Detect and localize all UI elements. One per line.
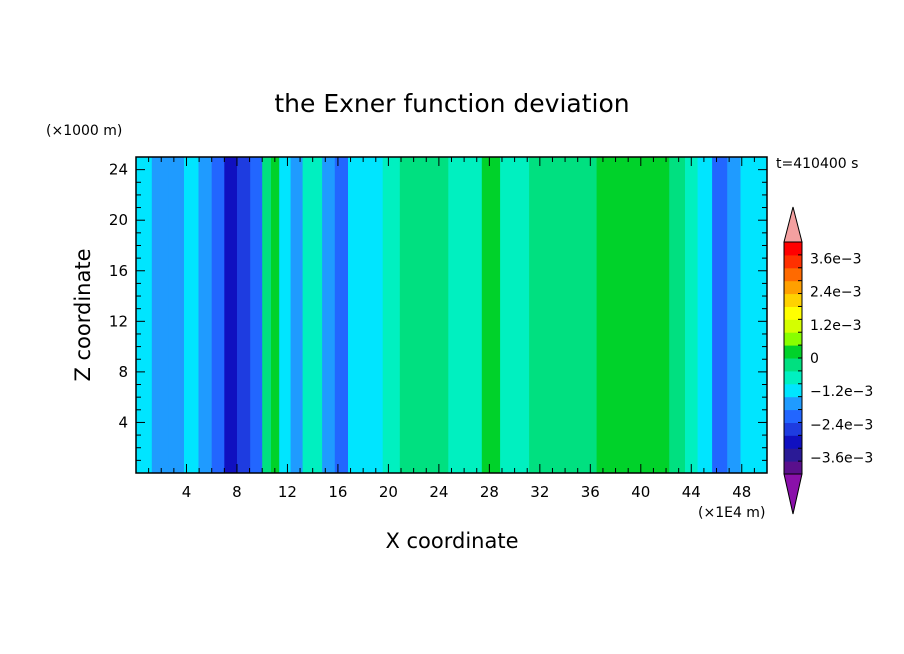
x-tick-label: 44 (682, 483, 701, 501)
colorbar-label: −1.2e−3 (810, 384, 873, 400)
field-column (596, 157, 623, 473)
x-tick-label: 4 (182, 483, 192, 501)
field-column (669, 157, 686, 473)
x-tick-label: 36 (581, 483, 600, 501)
field-column (211, 157, 225, 473)
colorbar-swatch (784, 435, 802, 449)
colorbar-swatch (784, 383, 802, 398)
field-column (237, 157, 251, 473)
colorbar-over-arrow (783, 206, 803, 243)
field-column (322, 157, 336, 473)
field-column (514, 157, 530, 473)
field-column (302, 157, 313, 473)
time-label: t=410400 s (776, 156, 858, 172)
field-column (571, 157, 598, 473)
colorbar-under-arrow (783, 473, 803, 515)
field-column (740, 157, 755, 473)
colorbar-label: 1.2e−3 (810, 318, 862, 334)
colorbar-swatch (784, 358, 802, 372)
x-axis-label: X coordinate (385, 529, 518, 553)
field-column (415, 157, 434, 473)
field-column (250, 157, 263, 473)
y-tick-label: 24 (109, 161, 128, 179)
colorbar-swatch (784, 370, 802, 385)
field-column (647, 157, 670, 473)
field-column (262, 157, 272, 473)
field-column (151, 157, 170, 473)
x-tick-label: 48 (732, 483, 751, 501)
x-tick-label: 12 (278, 483, 297, 501)
field-column (727, 157, 742, 473)
x-tick-label: 32 (530, 483, 549, 501)
colorbar-swatch (784, 319, 802, 333)
field-column (348, 157, 365, 473)
field-column (621, 157, 648, 473)
field-column (697, 157, 713, 473)
colorbar-swatch (784, 409, 802, 423)
colorbar-swatch (784, 422, 802, 436)
field-column (136, 157, 153, 473)
y-tick-label: 8 (118, 363, 128, 381)
field-column (290, 157, 304, 473)
field-column (334, 157, 349, 473)
colorbar-swatch (784, 448, 802, 462)
chart-title: the Exner function deviation (274, 89, 629, 118)
field-column (184, 157, 200, 473)
x-axis: 4 8 12 16 20 24 28 32 36 40 44 48 (148, 157, 755, 501)
field-column (448, 157, 464, 473)
field-column (279, 157, 292, 473)
field-column (399, 157, 417, 473)
y-tick-label: 12 (109, 312, 128, 330)
x-tick-label: 20 (379, 483, 398, 501)
x-tick-label: 8 (232, 483, 242, 501)
field-column (753, 157, 767, 473)
colorbar-swatch (784, 396, 802, 411)
field-column (433, 157, 449, 473)
colorbar-label: −2.4e−3 (810, 417, 873, 433)
colorbar-swatch (784, 332, 802, 346)
contour-field (136, 157, 767, 473)
field-column (548, 157, 572, 473)
x-unit-label: (×1E4 m) (698, 505, 765, 521)
y-axis: 4 8 12 16 20 24 (109, 161, 767, 461)
colorbar-swatch (784, 293, 802, 307)
y-axis-label: Z coordinate (71, 248, 95, 381)
colorbar-swatch (784, 461, 802, 475)
x-tick-label: 28 (480, 483, 499, 501)
field-column (224, 157, 238, 473)
field-column (168, 157, 185, 473)
y-tick-label: 4 (118, 413, 128, 431)
colorbar-label: 2.4e−3 (810, 285, 862, 301)
field-column (685, 157, 699, 473)
colorbar-swatch (784, 280, 802, 295)
colorbar: 3.6e−3 2.4e−3 1.2e−3 0 −1.2e−3 −2.4e−3 −3.6e−3 (783, 206, 873, 515)
x-tick-label: 24 (429, 483, 448, 501)
colorbar-swatch (784, 345, 802, 359)
colorbar-swatch (784, 254, 802, 269)
colorbar-label: −3.6e−3 (810, 450, 873, 466)
field-column (481, 157, 501, 473)
colorbar-label: 3.6e−3 (810, 252, 862, 268)
field-column (500, 157, 516, 473)
y-tick-label: 16 (109, 262, 128, 280)
x-tick-label: 16 (328, 483, 347, 501)
field-column (198, 157, 213, 473)
colorbar-swatch (784, 267, 802, 282)
field-column (462, 157, 483, 473)
field-column (363, 157, 384, 473)
field-column (712, 157, 728, 473)
field-column (529, 157, 549, 473)
field-column (382, 157, 401, 473)
y-tick-label: 20 (109, 211, 128, 229)
colorbar-label: 0 (810, 351, 819, 367)
x-tick-label: 40 (631, 483, 650, 501)
colorbar-swatch (784, 242, 802, 256)
field-column (312, 157, 323, 473)
colorbar-swatch (784, 306, 802, 320)
y-unit-label: (×1000 m) (46, 123, 122, 139)
field-column (271, 157, 280, 473)
